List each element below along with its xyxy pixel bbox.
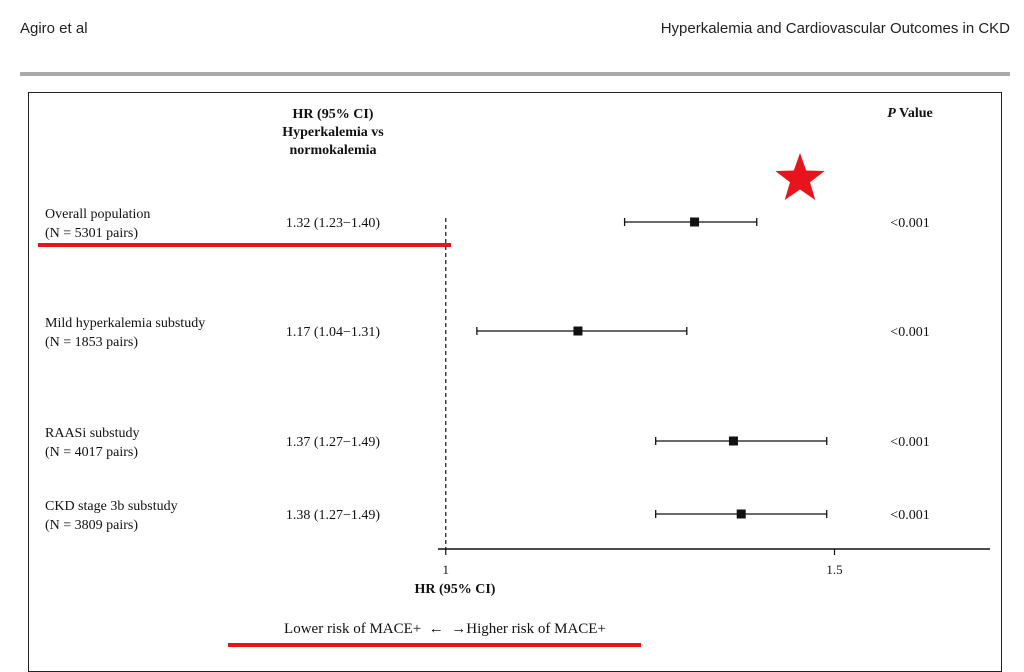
hr-ci-header-line2: Hyperkalemia vs (282, 125, 384, 140)
row-hr-text: 1.38 (1.27−1.49) (286, 508, 381, 523)
row-label: RAASi substudy (45, 426, 140, 441)
row-raasi: RAASi substudy (N = 4017 pairs) 1.37 (1.… (45, 426, 930, 460)
running-header: Agiro et al Hyperkalemia and Cardiovascu… (0, 0, 1024, 60)
overall-population-underline (38, 243, 451, 247)
row-label: Mild hyperkalemia substudy (45, 316, 205, 331)
p-value-header-rest: Value (896, 106, 933, 121)
x-tick-label: 1.5 (826, 562, 842, 577)
running-header-author: Agiro et al (20, 20, 88, 37)
row-sublabel: (N = 5301 pairs) (45, 226, 138, 241)
row-hr-text: 1.17 (1.04−1.31) (286, 325, 381, 340)
row-hr-text: 1.37 (1.27−1.49) (286, 435, 381, 450)
direction-label-underline (228, 643, 641, 647)
row-ckd-stage-3b: CKD stage 3b substudy (N = 3809 pairs) 1… (45, 499, 930, 533)
x-axis-ticks: 1 1.5 (443, 549, 843, 577)
row-mild-hyperkalemia: Mild hyperkalemia substudy (N = 1853 pai… (45, 316, 930, 350)
hr-ci-header-line1: HR (95% CI) (293, 107, 374, 122)
header-rule (20, 72, 1010, 76)
hr-point (736, 509, 746, 519)
ci-marks (476, 217, 828, 519)
p-value-header: P Value (887, 106, 933, 121)
hr-point (728, 436, 738, 446)
p-value-header-italic: P (887, 106, 896, 121)
row-label: Overall population (45, 207, 150, 222)
row-p-value: <0.001 (890, 508, 929, 523)
hr-point (573, 326, 583, 336)
hr-point (690, 217, 700, 227)
row-hr-text: 1.32 (1.23−1.40) (286, 216, 381, 231)
row-sublabel: (N = 3809 pairs) (45, 518, 138, 533)
running-header-title: Hyperkalemia and Cardiovascular Outcomes… (660, 20, 1010, 37)
row-p-value: <0.001 (890, 325, 929, 340)
x-tick-label: 1 (443, 562, 450, 577)
star-icon (775, 153, 825, 200)
x-axis-label: HR (95% CI) (415, 582, 496, 597)
row-overall-population: Overall population (N = 5301 pairs) 1.32… (45, 207, 930, 241)
direction-label: Lower risk of MACE+ ← →Higher risk of MA… (284, 621, 606, 637)
row-sublabel: (N = 4017 pairs) (45, 445, 138, 460)
row-label: CKD stage 3b substudy (45, 499, 178, 514)
row-sublabel: (N = 1853 pairs) (45, 335, 138, 350)
row-p-value: <0.001 (890, 216, 929, 231)
row-p-value: <0.001 (890, 435, 929, 450)
hr-ci-header-line3: normokalemia (289, 143, 376, 158)
